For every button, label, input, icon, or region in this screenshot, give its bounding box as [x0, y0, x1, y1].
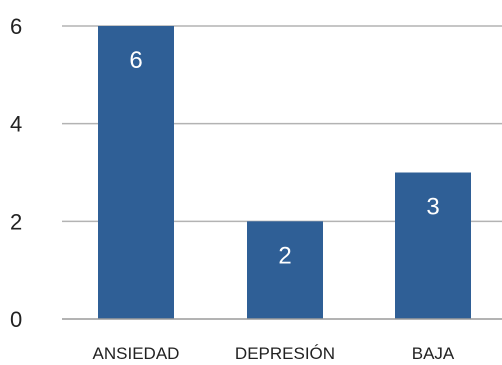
category-label: DEPRESIÓN: [235, 344, 335, 363]
bar-baja: [395, 172, 471, 319]
bar-ansiedad: [98, 26, 174, 319]
data-label: 2: [278, 242, 291, 269]
category-label: BAJA: [412, 344, 455, 363]
data-label: 3: [426, 194, 439, 221]
category-labels: ANSIEDAD DEPRESIÓN BAJA: [93, 344, 455, 363]
y-tick-label: 0: [10, 307, 22, 332]
y-tick-labels: 0 2 4 6: [10, 14, 22, 332]
y-tick-label: 6: [10, 14, 22, 39]
y-tick-label: 4: [10, 112, 22, 137]
data-labels: 6 2 3: [129, 47, 439, 269]
data-label: 6: [129, 47, 142, 74]
y-tick-label: 2: [10, 209, 22, 234]
category-label: ANSIEDAD: [93, 344, 180, 363]
bar-depresión: [247, 221, 323, 319]
bars: [98, 26, 471, 319]
